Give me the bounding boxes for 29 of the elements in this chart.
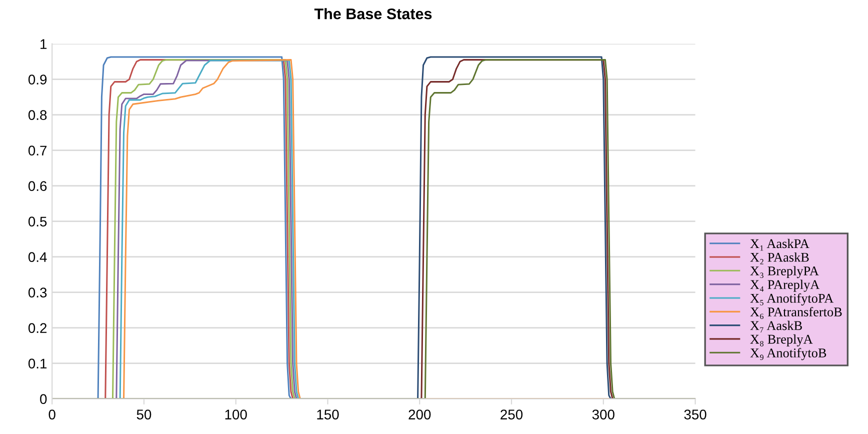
legend-label: X₂ PAaskB: [750, 252, 809, 264]
legend-label: X₅ AnotifytoPA: [750, 293, 834, 306]
y-tick-label: 1: [40, 39, 47, 49]
y-tick-label: 0: [40, 394, 47, 404]
x-tick-label: 200: [408, 410, 431, 420]
chart-title: The Base States: [314, 8, 432, 20]
y-tick-label: 0.9: [28, 74, 47, 85]
x-tick-label: 0: [48, 410, 56, 420]
legend-label: X₈ BreplyA: [750, 334, 813, 346]
legend-label: X₁ AaskPA: [750, 238, 810, 251]
y-tick-label: 0.2: [28, 323, 47, 334]
x-tick-label: 100: [225, 410, 247, 420]
y-tick-label: 0.5: [28, 216, 47, 227]
y-tick-label: 0.7: [28, 146, 47, 156]
y-tick-label: 0.6: [28, 181, 47, 192]
legend-label: X₄ PAreplyA: [750, 280, 820, 292]
y-tick-label: 0.3: [28, 288, 47, 298]
x-tick-label: 50: [136, 410, 152, 420]
y-tick-label: 0.1: [28, 358, 47, 369]
legend-label: X₃ BreplyPA: [750, 266, 819, 278]
y-tick-label: 0.8: [28, 110, 47, 120]
legend-label: X₇ AaskB: [750, 320, 802, 333]
legend-label: X₉ AnotifytoB: [750, 348, 826, 360]
y-tick-label: 0.4: [28, 252, 47, 262]
legend-label: X₆ PAtransfertoB: [750, 307, 842, 320]
x-tick-label: 150: [317, 410, 339, 420]
x-tick-label: 250: [500, 410, 523, 420]
x-tick-label: 350: [684, 410, 706, 420]
x-tick-label: 300: [592, 410, 614, 420]
